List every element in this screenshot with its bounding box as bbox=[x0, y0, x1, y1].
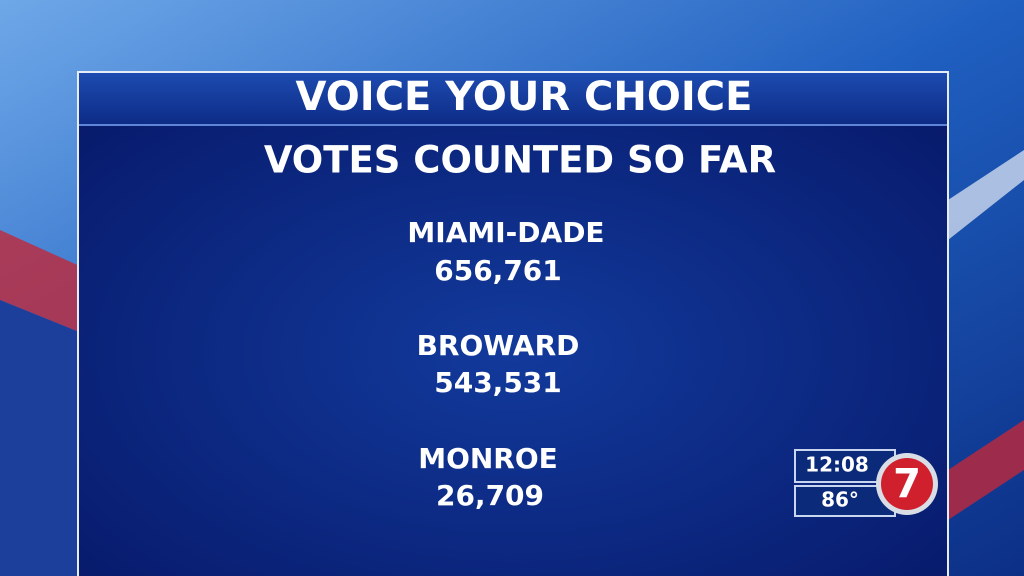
title: VOICE YOUR CHOICE bbox=[296, 74, 753, 120]
county-votes: 656,761 bbox=[434, 254, 562, 287]
county-name: MIAMI-DADE bbox=[407, 216, 604, 249]
county-name: MONROE bbox=[418, 442, 558, 475]
county-votes: 26,709 bbox=[436, 479, 544, 512]
time: 12:08 bbox=[805, 453, 869, 477]
light-stripe bbox=[948, 150, 1024, 240]
logo-circle bbox=[881, 458, 933, 510]
title-band bbox=[79, 73, 947, 125]
county-votes: 543,531 bbox=[434, 366, 562, 399]
red-stripe-right bbox=[948, 420, 1024, 520]
subtitle: VOTES COUNTED SO FAR bbox=[264, 139, 776, 182]
logo: 7 bbox=[893, 461, 921, 507]
county-name: BROWARD bbox=[417, 329, 580, 362]
temperature: 86° bbox=[821, 488, 859, 512]
